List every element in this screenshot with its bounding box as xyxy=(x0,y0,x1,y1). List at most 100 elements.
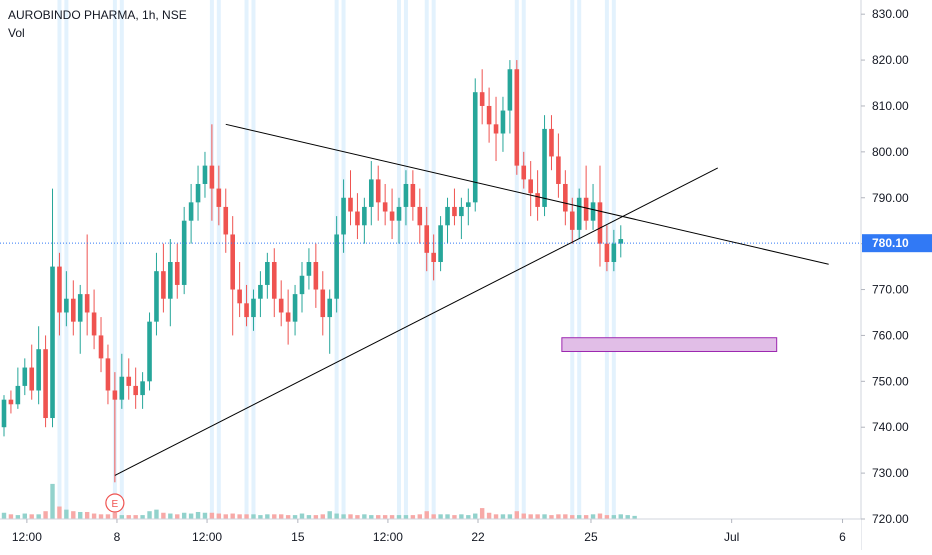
volume-bar xyxy=(417,514,422,519)
volume-bar xyxy=(556,514,561,519)
candle xyxy=(493,124,499,134)
trendline xyxy=(114,167,719,476)
session-band xyxy=(521,0,526,519)
candle xyxy=(556,156,561,184)
volume-bar xyxy=(188,513,194,519)
candle xyxy=(50,266,55,419)
candle xyxy=(597,202,603,244)
volume-bar xyxy=(126,515,131,519)
session-band xyxy=(514,0,519,519)
candles xyxy=(1,60,624,483)
session-band xyxy=(119,0,124,519)
price-tick-label: 730.00 xyxy=(872,466,909,480)
symbol-title: AUROBINDO PHARMA, 1h, NSE xyxy=(8,8,187,22)
candle xyxy=(417,206,423,226)
time-tick-label: 8 xyxy=(114,530,121,544)
volume-bar xyxy=(528,514,533,519)
volume-bar xyxy=(112,512,118,519)
candle xyxy=(507,69,513,111)
candle xyxy=(64,298,69,313)
last-price-label: 780.10 xyxy=(872,236,909,250)
candle xyxy=(375,179,381,203)
volume-bar xyxy=(597,513,603,519)
volume-bar xyxy=(542,514,547,519)
volume-bar xyxy=(251,514,256,519)
candle xyxy=(472,92,478,203)
volume-bar xyxy=(466,515,471,519)
candle xyxy=(431,252,436,262)
candle xyxy=(154,271,159,322)
candle xyxy=(258,284,263,299)
candle xyxy=(209,165,215,189)
candle xyxy=(327,298,333,318)
volume-bar xyxy=(175,514,180,519)
session-band xyxy=(403,0,408,519)
session-band xyxy=(64,0,69,519)
volume-bar xyxy=(618,514,623,519)
candle xyxy=(569,211,575,230)
session-band xyxy=(209,0,214,519)
volume-bar xyxy=(119,515,125,519)
candle xyxy=(15,385,21,405)
volume-bar xyxy=(376,515,381,519)
volume-bar xyxy=(570,515,575,519)
volume-bar xyxy=(216,513,222,519)
volume-bar xyxy=(161,512,166,519)
candle xyxy=(590,202,596,221)
candle xyxy=(341,197,346,235)
volume-bar xyxy=(500,514,506,519)
price-tick-label: 810.00 xyxy=(872,99,909,113)
session-band xyxy=(251,0,256,519)
volume-bar xyxy=(604,515,610,519)
volume-bar xyxy=(611,515,617,519)
volume-bar xyxy=(389,515,395,519)
volume-bar xyxy=(382,515,388,519)
time-tick-label: 22 xyxy=(471,530,485,544)
volume-bar xyxy=(258,515,263,519)
price-tick-label: 770.00 xyxy=(872,283,909,297)
session-band xyxy=(570,0,575,519)
candle xyxy=(126,376,132,386)
volume-bar xyxy=(64,509,69,519)
volume-bar xyxy=(50,483,55,519)
volume-bar xyxy=(452,515,457,519)
volume-bar xyxy=(57,506,62,519)
session-band xyxy=(341,0,346,519)
volume-bar xyxy=(223,514,228,519)
volume-bar xyxy=(154,509,159,519)
volume-bar xyxy=(140,515,145,519)
candle xyxy=(403,183,409,207)
volume-bar xyxy=(265,514,270,519)
candle xyxy=(528,179,533,194)
earnings-marker xyxy=(105,493,125,513)
volume-bar xyxy=(369,515,374,519)
volume-bar xyxy=(168,513,173,519)
candle xyxy=(445,206,450,226)
trendline xyxy=(225,123,829,265)
candle xyxy=(230,234,235,290)
candle xyxy=(77,294,83,322)
price-tick-label: 720.00 xyxy=(872,512,909,526)
candle xyxy=(168,262,173,299)
volume-bar xyxy=(1,512,7,519)
volume-bar xyxy=(507,514,513,519)
volume-bar xyxy=(348,514,353,519)
earnings-marker-label: E xyxy=(112,499,119,510)
candle xyxy=(285,312,291,322)
price-tick-label: 820.00 xyxy=(872,53,909,67)
candle xyxy=(195,183,201,203)
volume-bar xyxy=(632,515,637,519)
time-tick-label: 15 xyxy=(291,530,305,544)
volume-bar xyxy=(403,515,409,519)
time-tick-label: 6 xyxy=(839,530,846,544)
last-price-box xyxy=(862,234,932,253)
candle xyxy=(71,298,76,322)
candle xyxy=(237,289,242,304)
candle xyxy=(452,206,457,217)
time-axis-bg xyxy=(0,519,861,550)
volume-bar xyxy=(563,514,568,519)
volume-bar xyxy=(493,514,499,519)
candle xyxy=(604,243,610,262)
